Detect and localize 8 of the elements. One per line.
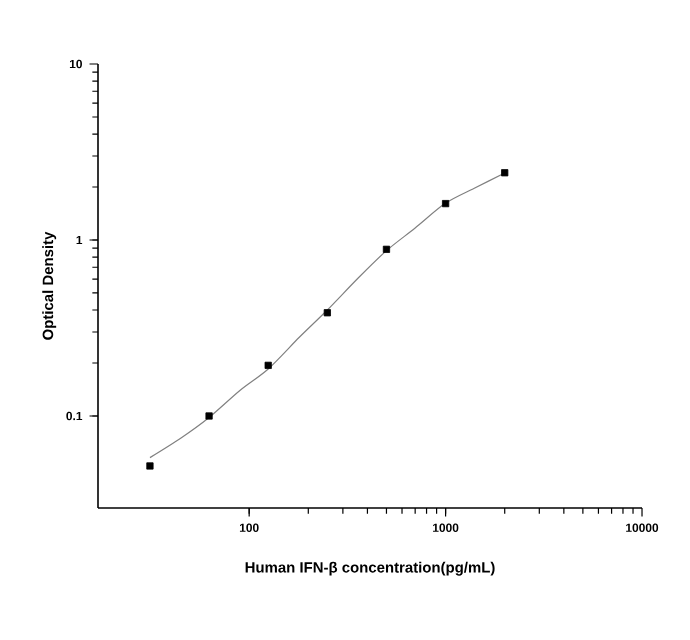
line-series [149, 172, 506, 459]
point [501, 169, 509, 177]
point [205, 412, 213, 420]
point [323, 309, 331, 317]
point [442, 200, 450, 208]
point [264, 361, 272, 369]
point [382, 245, 391, 253]
point [146, 462, 154, 470]
